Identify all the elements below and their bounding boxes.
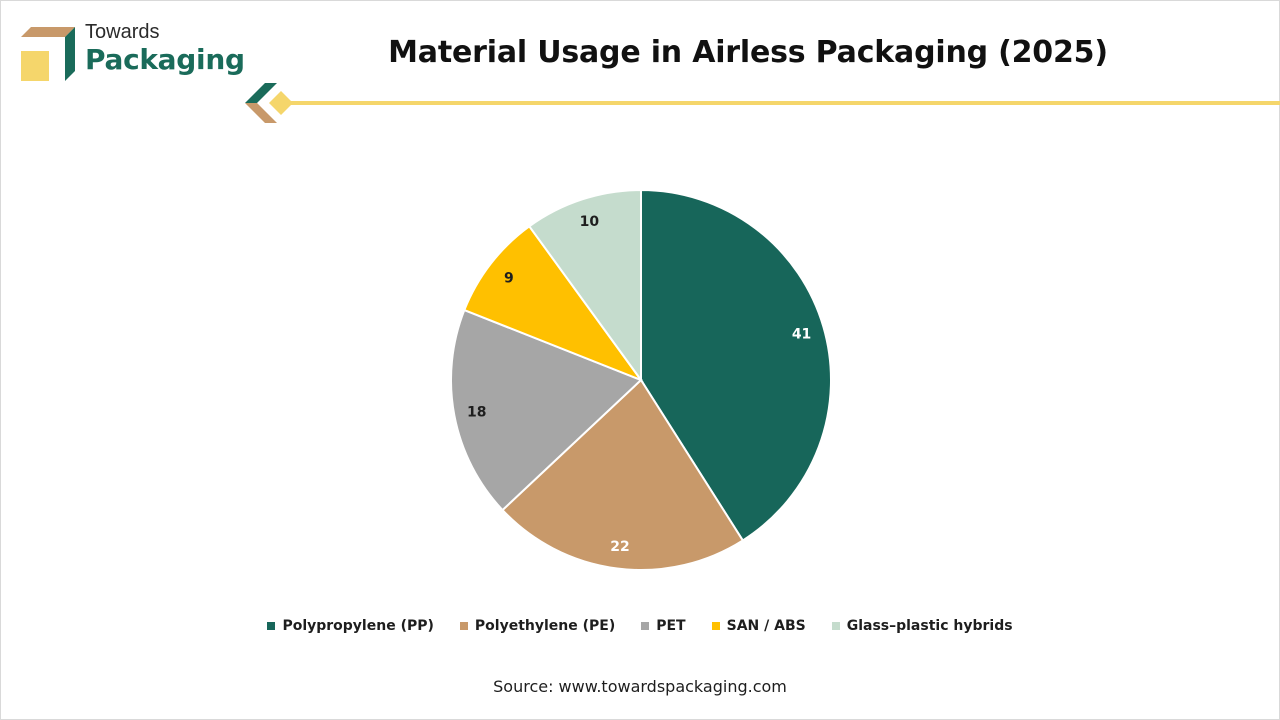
pie-slice-san-abs — [463, 224, 644, 383]
brand-name-bottom: Packaging — [85, 43, 245, 76]
divider-line — [291, 101, 1280, 105]
title-divider — [243, 81, 1280, 125]
brand-logo: Towards Packaging — [17, 19, 245, 85]
data-label-polypropylene-pp: 41 — [792, 326, 811, 342]
pie-slice-glass-plastic-hybrids — [527, 188, 642, 384]
chart-title: Material Usage in Airless Packaging (202… — [388, 35, 1108, 70]
legend-item-san-abs: SAN / ABS — [711, 618, 806, 634]
pie-chart: 41 22 18 9 10 — [450, 188, 832, 571]
pie-slice-polyethylene-pe — [501, 378, 745, 571]
legend-item-polypropylene-pp: Polypropylene (PP) — [267, 618, 434, 634]
legend-item-polyethylene-pe: Polyethylene (PE) — [459, 618, 616, 634]
data-label-polyethylene-pe: 22 — [610, 539, 629, 555]
legend-swatch-glass-plastic-hybrids — [831, 622, 840, 630]
diamond-accent-icon — [245, 83, 293, 123]
data-label-pet: 18 — [467, 404, 486, 420]
legend-label-san-abs: SAN / ABS — [726, 618, 806, 634]
legend-label-pet: PET — [656, 618, 686, 634]
pie-slice-pet — [450, 308, 643, 512]
legend-label-polypropylene-pp: Polypropylene (PP) — [282, 618, 434, 634]
legend-swatch-pet — [641, 622, 650, 630]
legend-label-polyethylene-pe: Polyethylene (PE) — [474, 618, 616, 634]
legend-item-pet: PET — [641, 618, 686, 634]
pie-slice-polypropylene-pp — [640, 188, 832, 542]
legend-swatch-polyethylene-pe — [459, 622, 468, 630]
legend-swatch-polypropylene-pp — [267, 622, 276, 630]
legend-swatch-san-abs — [711, 622, 720, 630]
data-label-san-abs: 9 — [504, 271, 514, 287]
box-logo-icon — [21, 27, 75, 81]
brand-name-top: Towards — [85, 21, 160, 43]
legend-label-glass-plastic-hybrids: Glass–plastic hybrids — [846, 618, 1013, 634]
legend-item-glass-plastic-hybrids: Glass–plastic hybrids — [831, 618, 1013, 634]
source-note: Source: www.towardspackaging.com — [493, 677, 787, 696]
data-label-glass-plastic-hybrids: 10 — [580, 214, 600, 230]
chart-legend: Polypropylene (PP) Polyethylene (PE) PET SA… — [1, 618, 1279, 634]
